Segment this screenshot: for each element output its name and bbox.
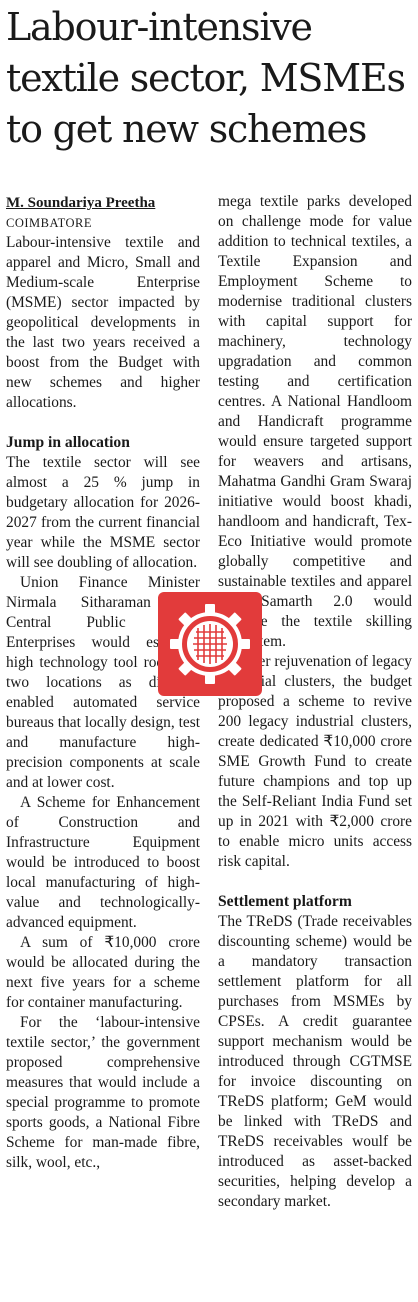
body-paragraph: For the ‘labour-intensive textile sector… — [6, 1014, 200, 1171]
subhead-jump-in-allocation: Jump in allocation — [6, 434, 130, 451]
gear-textile-grid-icon — [158, 592, 262, 696]
body-paragraph: A sum of ₹10,000 crore would be allocate… — [6, 934, 200, 1011]
byline[interactable]: M. Soundariya Preetha — [6, 195, 156, 211]
body-paragraph: The textile sector will see almost a 25 … — [6, 454, 200, 571]
headline: Labour-intensive textile sector, MSMEs t… — [6, 5, 406, 151]
subhead-settlement-platform: Settlement platform — [218, 893, 352, 910]
body-paragraph: mega textile parks developed on challeng… — [218, 193, 412, 650]
right-column: mega textile parks developed on challeng… — [218, 192, 412, 1212]
body-paragraph: A Scheme for Enhancement of Construction… — [6, 794, 200, 931]
body-paragraph: Union Finance Minister Nirmala Sitharama… — [6, 574, 200, 791]
lead-paragraph: Labour-intensive textile and apparel and… — [6, 234, 200, 411]
body-paragraph: The TReDS (Trade receivables discounting… — [218, 913, 412, 1210]
dateline: COIMBATORE — [6, 216, 93, 230]
left-column: M. Soundariya Preetha COIMBATORE Labour-… — [6, 193, 200, 1173]
body-paragraph: Under rejuvenation of legacy industrial … — [218, 653, 412, 870]
